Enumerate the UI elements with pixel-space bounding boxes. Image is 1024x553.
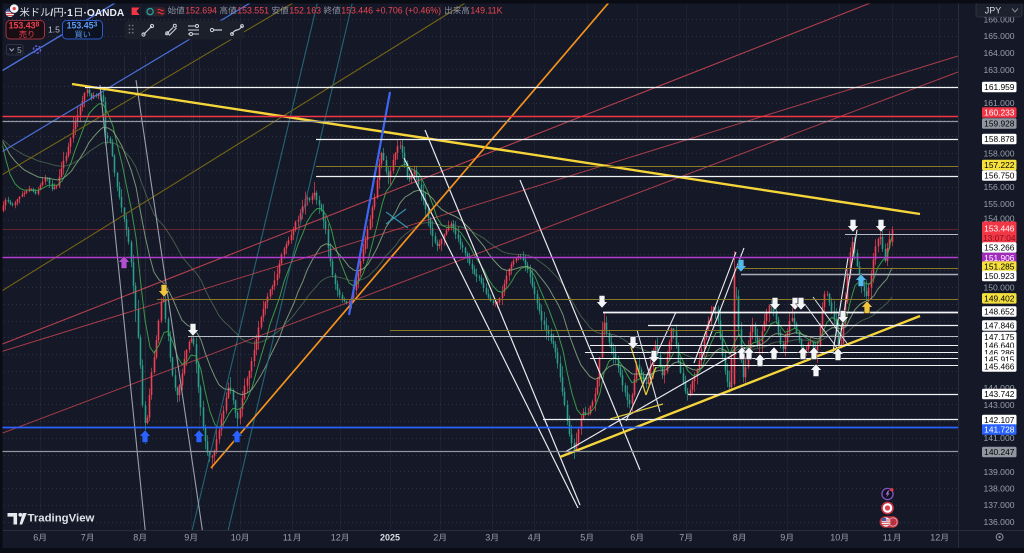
svg-text:159.928: 159.928 bbox=[984, 119, 1015, 129]
svg-text:158.000: 158.000 bbox=[983, 149, 1014, 159]
svg-text:13:07:04: 13:07:04 bbox=[983, 233, 1016, 243]
svg-text:145.466: 145.466 bbox=[984, 362, 1015, 372]
svg-text:10: 10 bbox=[231, 533, 241, 543]
svg-text:157.222: 157.222 bbox=[984, 160, 1015, 170]
svg-text:6: 6 bbox=[630, 533, 635, 543]
svg-text:153.453: 153.453 bbox=[67, 21, 98, 31]
svg-text:161.959: 161.959 bbox=[984, 82, 1015, 92]
svg-text:138.000: 138.000 bbox=[983, 484, 1014, 494]
svg-text:7: 7 bbox=[81, 533, 86, 543]
svg-text:+0.706 (+0.46%): +0.706 (+0.46%) bbox=[376, 5, 442, 15]
svg-text:12: 12 bbox=[331, 533, 341, 543]
svg-text:11: 11 bbox=[883, 533, 892, 543]
svg-text:·1: ·1 bbox=[64, 8, 73, 19]
svg-text:156.000: 156.000 bbox=[983, 182, 1014, 192]
svg-text:7: 7 bbox=[679, 533, 684, 543]
svg-text:12: 12 bbox=[930, 533, 940, 543]
svg-text:10: 10 bbox=[830, 533, 840, 543]
svg-text:140.247: 140.247 bbox=[984, 447, 1015, 457]
svg-text:158.878: 158.878 bbox=[984, 134, 1015, 144]
svg-text:150.923: 150.923 bbox=[984, 271, 1015, 281]
svg-text:150.000: 150.000 bbox=[983, 283, 1014, 293]
svg-text:8: 8 bbox=[133, 533, 138, 543]
svg-text:149.11K: 149.11K bbox=[470, 5, 502, 15]
svg-text:TradingView: TradingView bbox=[28, 513, 95, 525]
svg-text:153.266: 153.266 bbox=[984, 243, 1015, 253]
svg-text:151.285: 151.285 bbox=[984, 262, 1015, 272]
svg-text:152.694: 152.694 bbox=[185, 5, 217, 15]
svg-text:161.000: 161.000 bbox=[983, 98, 1014, 108]
svg-text:149.402: 149.402 bbox=[984, 294, 1015, 304]
svg-text:/: / bbox=[50, 8, 53, 19]
svg-text:9: 9 bbox=[184, 533, 189, 543]
svg-text:3: 3 bbox=[485, 533, 490, 543]
svg-text:165.000: 165.000 bbox=[983, 31, 1014, 41]
svg-text:4: 4 bbox=[528, 533, 533, 543]
svg-text:156.750: 156.750 bbox=[984, 171, 1015, 181]
svg-text:136.000: 136.000 bbox=[983, 517, 1014, 527]
svg-text:8: 8 bbox=[733, 533, 738, 543]
svg-text:163.000: 163.000 bbox=[983, 65, 1014, 75]
svg-text:6: 6 bbox=[33, 533, 38, 543]
svg-text:2025: 2025 bbox=[380, 533, 400, 543]
svg-text:148.652: 148.652 bbox=[984, 307, 1015, 317]
svg-text:153.438: 153.438 bbox=[9, 21, 40, 31]
svg-text:JPY: JPY bbox=[985, 5, 1002, 15]
svg-text:143.000: 143.000 bbox=[983, 400, 1014, 410]
svg-text:152.163: 152.163 bbox=[289, 5, 321, 15]
svg-text:5: 5 bbox=[17, 45, 22, 55]
svg-text:142.107: 142.107 bbox=[984, 415, 1015, 425]
svg-text:160.233: 160.233 bbox=[984, 108, 1015, 118]
svg-text:·OANDA: ·OANDA bbox=[84, 8, 125, 19]
svg-text:155.000: 155.000 bbox=[983, 199, 1014, 209]
svg-text:139.000: 139.000 bbox=[983, 467, 1014, 477]
svg-text:137.000: 137.000 bbox=[983, 500, 1014, 510]
svg-text:153.551: 153.551 bbox=[237, 5, 269, 15]
svg-text:143.742: 143.742 bbox=[984, 389, 1015, 399]
svg-text:1.5: 1.5 bbox=[48, 24, 60, 34]
svg-text:164.000: 164.000 bbox=[983, 48, 1014, 58]
svg-text:5: 5 bbox=[580, 533, 585, 543]
svg-text:9: 9 bbox=[780, 533, 785, 543]
svg-text:2: 2 bbox=[433, 533, 438, 543]
svg-text:141.728: 141.728 bbox=[984, 425, 1015, 435]
svg-text:153.446: 153.446 bbox=[341, 5, 373, 15]
svg-text:11: 11 bbox=[283, 533, 292, 543]
svg-text:147.846: 147.846 bbox=[984, 321, 1015, 331]
